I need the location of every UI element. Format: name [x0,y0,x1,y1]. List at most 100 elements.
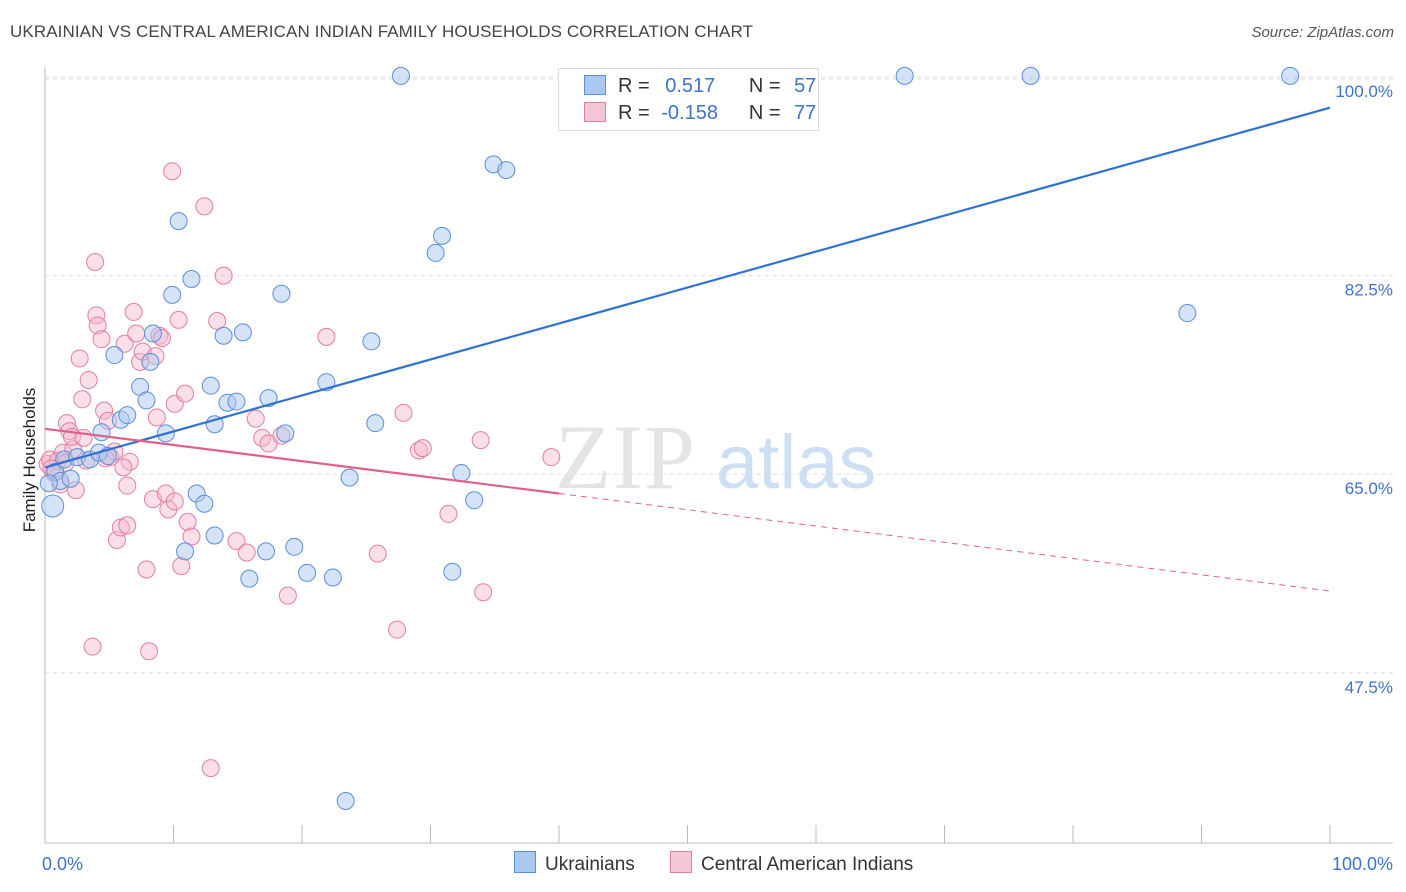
legend-n-value-2: 77 [794,102,817,124]
point-central-american-indians [86,252,105,271]
point-ukrainians [41,494,65,518]
legend-row-central-american-indians: R = -0.158 N = 77 [584,102,816,126]
legend-r-label-1: R = [618,75,650,97]
point-central-american-indians [195,197,214,216]
point-central-american-indians [237,543,256,562]
point-ukrainians [92,423,111,442]
legend-n-label-2: N = [748,102,781,124]
point-central-american-indians [413,439,432,458]
point-central-american-indians [118,516,137,535]
point-central-american-indians [394,403,413,422]
bottom-legend-swatch-blue [514,851,536,873]
y-tick-label-1: 82.5% [1345,281,1393,300]
legend-n-value-1: 57 [794,75,817,97]
point-central-american-indians [79,371,98,390]
legend-row-ukrainians: R = 0.517 N = 57 [584,75,816,99]
point-central-american-indians [115,334,134,353]
point-central-american-indians [172,557,191,576]
point-ukrainians [195,494,214,513]
point-ukrainians [118,406,137,425]
point-central-american-indians [474,583,493,602]
point-ukrainians [163,285,182,304]
point-central-american-indians [278,586,297,605]
point-central-american-indians [124,302,143,321]
point-central-american-indians [147,408,166,427]
legend-swatch-pink [584,102,606,122]
point-central-american-indians [542,448,561,467]
point-ukrainians [336,792,355,811]
legend-r-label-2: R = [618,102,650,124]
point-ukrainians [1021,66,1040,85]
point-ukrainians [366,414,385,433]
point-central-american-indians [88,316,107,335]
point-central-american-indians [70,349,89,368]
y-tick-labels: 100.0% 82.5% 65.0% 47.5% [1335,82,1393,697]
point-central-american-indians [201,759,220,778]
trend-lines [44,106,1331,592]
axes [44,67,1393,844]
point-central-american-indians [317,327,336,346]
point-central-american-indians [165,492,184,511]
point-ukrainians [452,464,471,483]
point-ukrainians [276,424,295,443]
point-ukrainians [233,323,252,342]
point-ukrainians [895,66,914,85]
watermark-zip: ZIP [555,406,696,508]
point-ukrainians [143,324,162,343]
point-ukrainians [137,391,156,410]
point-ukrainians [298,563,317,582]
point-ukrainians [169,212,188,231]
point-ukrainians [285,537,304,556]
point-central-american-indians [471,431,490,450]
point-central-american-indians [214,266,233,285]
y-axis-label: Family Households [20,387,39,533]
series-central-american-indians-points [38,162,561,778]
x-tick-label-right: 100.0% [1332,854,1393,874]
point-ukrainians [176,542,195,561]
point-central-american-indians [439,504,458,523]
point-ukrainians [105,346,124,365]
point-ukrainians [362,332,381,351]
series-ukrainians-points [39,66,1300,811]
watermark: ZIP atlas [555,406,877,508]
trend-line-central-american-indians [44,427,560,495]
point-ukrainians [340,468,359,487]
point-ukrainians [39,474,58,493]
point-ukrainians [497,161,516,180]
point-ukrainians [201,376,220,395]
point-central-american-indians [118,476,137,495]
point-ukrainians [257,542,276,561]
point-central-american-indians [227,532,246,551]
point-ukrainians [214,326,233,345]
point-ukrainians [443,562,462,581]
bottom-legend-ukrainians: Ukrainians [514,851,635,876]
legend-n-label-1: N = [748,75,781,97]
point-ukrainians [323,568,342,587]
point-ukrainians [205,526,224,545]
point-central-american-indians [137,560,156,579]
point-central-american-indians [259,434,278,453]
point-ukrainians [272,284,291,303]
bottom-legend-label-ukrainians: Ukrainians [545,854,635,875]
point-central-american-indians [176,384,195,403]
legend-r-value-2: -0.158 [661,102,718,124]
point-ukrainians [61,469,80,488]
y-tick-label-3: 47.5% [1345,678,1393,697]
bottom-legend-label-central-american-indians: Central American Indians [701,854,914,875]
y-tick-label-0: 100.0% [1335,82,1393,101]
point-central-american-indians [178,512,197,531]
point-central-american-indians [92,330,111,349]
point-central-american-indians [246,409,265,428]
point-ukrainians [426,243,445,262]
point-central-american-indians [114,458,133,477]
point-central-american-indians [95,401,114,420]
point-ukrainians [182,270,201,289]
point-central-american-indians [156,484,175,503]
point-ukrainians [240,569,259,588]
point-central-american-indians [127,324,146,343]
x-tick-label-left: 0.0% [42,854,83,874]
point-ukrainians [391,66,410,85]
point-ukrainians [1178,304,1197,323]
point-ukrainians [227,392,246,411]
